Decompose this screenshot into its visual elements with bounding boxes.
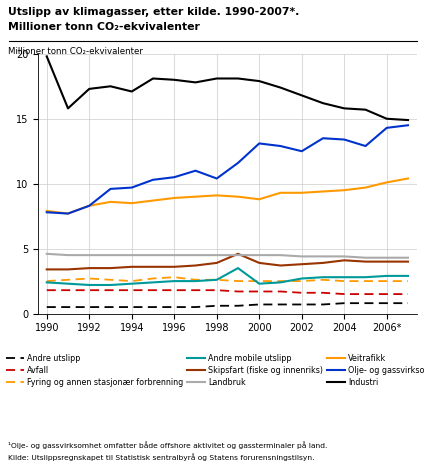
Text: Millioner tonn CO₂-ekvivalenter: Millioner tonn CO₂-ekvivalenter (8, 22, 200, 32)
Text: ¹Olje- og gassvirksomhet omfatter både offshore aktivitet og gassterminaler på l: ¹Olje- og gassvirksomhet omfatter både o… (8, 441, 328, 448)
Legend: Andre utslipp, Avfall, Fyring og annen stasjonær forbrenning, Andre mobile utsli: Andre utslipp, Avfall, Fyring og annen s… (6, 354, 425, 387)
Text: Millioner tonn CO₂-ekvivalenter: Millioner tonn CO₂-ekvivalenter (8, 47, 143, 56)
Text: Utslipp av klimagasser, etter kilde. 1990-2007*.: Utslipp av klimagasser, etter kilde. 199… (8, 7, 300, 17)
Text: Kilde: Utslippsregnskapet til Statistisk sentralbyrå og Statens forurensningstil: Kilde: Utslippsregnskapet til Statistisk… (8, 453, 315, 461)
